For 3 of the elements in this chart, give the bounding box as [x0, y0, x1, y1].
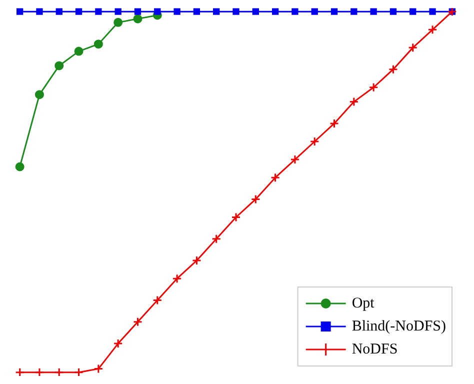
legend-label: NoDFS	[352, 341, 398, 358]
legend-label: Blind(-NoDFS)	[352, 318, 446, 334]
legend-label: Opt	[352, 295, 376, 312]
